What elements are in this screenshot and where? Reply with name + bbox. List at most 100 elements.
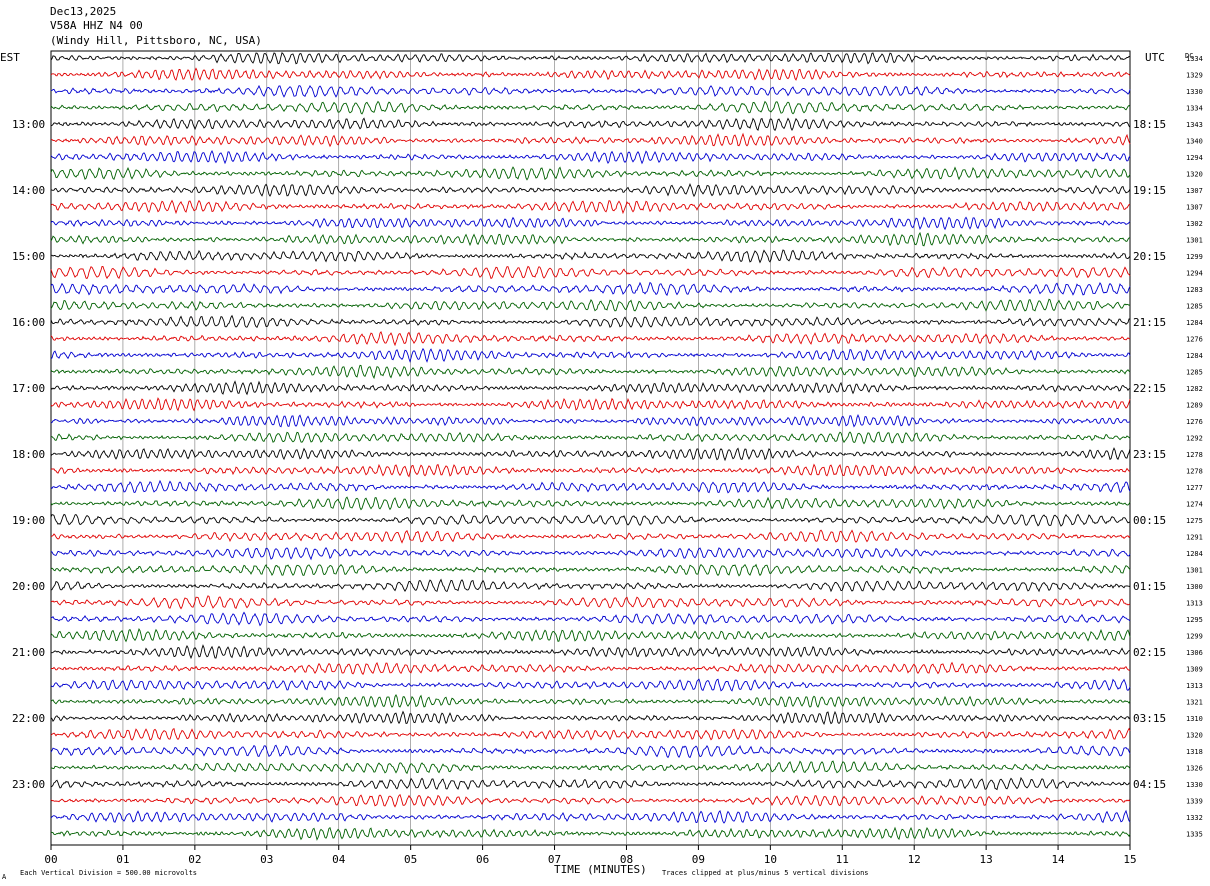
- dc-offset-label: 1329: [1186, 72, 1203, 80]
- footer-clip-note: Traces clipped at plus/minus 5 vertical …: [662, 869, 869, 877]
- trace-line: [50, 231, 1131, 247]
- trace-line: [50, 776, 1130, 791]
- left-hour-label: 21:00: [12, 646, 45, 659]
- dc-offset-label: 1294: [1186, 270, 1203, 278]
- header-date: Dec13,2025: [50, 5, 117, 18]
- trace-line: [50, 529, 1131, 544]
- right-hour-label: 22:15: [1133, 382, 1166, 395]
- trace-line: [50, 51, 1131, 65]
- dc-offset-label: 1339: [1186, 798, 1203, 806]
- dc-offset-label: 1284: [1186, 550, 1203, 558]
- x-tick-label: 06: [476, 853, 489, 866]
- dc-label: DC: [1185, 52, 1193, 60]
- trace-line: [50, 100, 1131, 115]
- x-tick-label: 10: [764, 853, 777, 866]
- dc-offset-label: 1275: [1186, 517, 1203, 525]
- right-hour-label: 03:15: [1133, 712, 1166, 725]
- dc-offset-label: 1276: [1186, 418, 1203, 426]
- x-tick-label: 07: [548, 853, 561, 866]
- x-tick-label: 01: [116, 853, 129, 866]
- trace-line: [50, 513, 1131, 527]
- trace-line: [50, 314, 1130, 328]
- right-hour-label: 01:15: [1133, 580, 1166, 593]
- trace-line: [50, 678, 1131, 692]
- trace-line: [50, 330, 1131, 347]
- x-tick-label: 04: [332, 853, 346, 866]
- dc-offset-label: 1310: [1186, 715, 1203, 723]
- plot-frame: [50, 50, 1131, 846]
- x-tick-label: 05: [404, 853, 417, 866]
- right-hour-label: 19:15: [1133, 184, 1166, 197]
- x-tick-label: 00: [44, 853, 57, 866]
- dc-offset-label: 1326: [1186, 765, 1203, 773]
- trace-line: [50, 132, 1131, 148]
- dc-offset-label: 1295: [1186, 616, 1203, 624]
- trace-line: [50, 265, 1131, 280]
- trace-line: [50, 431, 1131, 445]
- dc-offset-label: 1306: [1186, 649, 1203, 657]
- dc-offset-label: 1277: [1186, 484, 1203, 492]
- trace-line: [50, 249, 1131, 264]
- dc-offset-label: 1330: [1186, 88, 1203, 96]
- dc-offset-label: 1292: [1186, 435, 1203, 443]
- x-tick-label: 15: [1123, 853, 1136, 866]
- x-axis-label: TIME (MINUTES): [554, 863, 647, 876]
- trace-line: [50, 347, 1131, 363]
- dc-offset-label: 1282: [1186, 385, 1203, 393]
- corner-mark: A: [2, 873, 7, 881]
- left-hour-label: 18:00: [12, 448, 45, 461]
- trace-line: [50, 182, 1131, 198]
- dc-offset-label: 1278: [1186, 451, 1203, 459]
- x-tick-label: 13: [980, 853, 993, 866]
- dc-offset-label: 1301: [1186, 567, 1203, 575]
- dc-offset-label: 1313: [1186, 600, 1203, 608]
- trace-line: [50, 644, 1131, 660]
- trace-line: [50, 216, 1131, 231]
- trace-line: [50, 760, 1131, 775]
- x-tick-label: 02: [188, 853, 201, 866]
- left-hour-label: 13:00: [12, 118, 45, 131]
- dc-offset-label: 1307: [1186, 204, 1203, 212]
- dc-offset-label: 1334: [1186, 55, 1203, 63]
- trace-line: [50, 380, 1131, 396]
- trace-line: [50, 199, 1131, 215]
- trace-line: [50, 693, 1131, 708]
- trace-line: [50, 809, 1131, 824]
- trace-line: [50, 413, 1131, 428]
- trace-line: [50, 793, 1131, 808]
- trace-line: [50, 447, 1131, 462]
- trace-line: [50, 727, 1131, 741]
- dc-offset-label: 1309: [1186, 666, 1203, 674]
- x-tick-label: 12: [908, 853, 921, 866]
- dc-offset-label: 1284: [1186, 352, 1203, 360]
- dc-offset-label: 1340: [1186, 138, 1203, 146]
- left-hour-label: 14:00: [12, 184, 45, 197]
- dc-offset-label: 1301: [1186, 237, 1203, 245]
- trace-line: [50, 578, 1131, 593]
- left-hour-label: 15:00: [12, 250, 45, 263]
- dc-offset-label: 1332: [1186, 814, 1203, 822]
- dc-offset-label: 1330: [1186, 781, 1203, 789]
- trace-line: [50, 661, 1131, 676]
- trace-line: [50, 281, 1131, 297]
- dc-offset-label: 1285: [1186, 369, 1203, 377]
- dc-offset-label: 1320: [1186, 171, 1203, 179]
- right-hour-label: 23:15: [1133, 448, 1166, 461]
- dc-offset-label: 1335: [1186, 831, 1203, 839]
- dc-offset-label: 1294: [1186, 154, 1203, 162]
- header-location: (Windy Hill, Pittsboro, NC, USA): [50, 34, 262, 47]
- right-hour-label: 04:15: [1133, 778, 1166, 791]
- right-hour-label: 00:15: [1133, 514, 1166, 527]
- trace-line: [50, 496, 1131, 511]
- dc-offset-label: 1283: [1186, 286, 1203, 294]
- left-hour-label: 20:00: [12, 580, 45, 593]
- trace-line: [50, 611, 1131, 627]
- right-hour-label: 20:15: [1133, 250, 1166, 263]
- x-tick-label: 08: [620, 853, 633, 866]
- dc-offset-label: 1334: [1186, 105, 1203, 113]
- left-hour-label: 16:00: [12, 316, 45, 329]
- dc-offset-label: 1291: [1186, 534, 1203, 542]
- right-hour-label: 02:15: [1133, 646, 1166, 659]
- left-hour-label: 22:00: [12, 712, 45, 725]
- trace-line: [50, 298, 1131, 312]
